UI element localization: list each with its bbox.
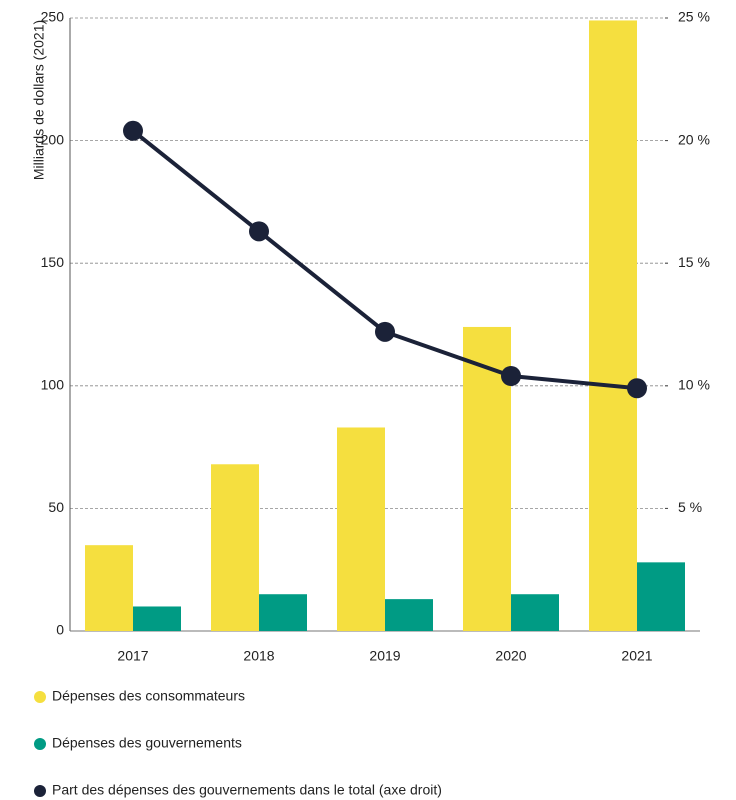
x-tick-label: 2017: [117, 648, 148, 664]
x-tick-label: 2020: [495, 648, 526, 664]
legend-label: Part des dépenses des gouvernements dans…: [52, 782, 442, 798]
bar: [337, 427, 385, 631]
line-point: [123, 120, 143, 141]
line-point: [501, 365, 521, 386]
legend-label: Dépenses des gouvernements: [52, 735, 242, 751]
x-tick-label: 2021: [621, 648, 652, 664]
y-tick-label: 200: [41, 131, 65, 147]
y-tick-label: 250: [41, 9, 65, 25]
legend-swatch: [34, 785, 46, 797]
bar: [211, 464, 259, 631]
line-point: [249, 221, 269, 242]
line-point: [627, 378, 647, 399]
y-tick-label: 100: [41, 377, 65, 393]
y2-tick-label: 10 %: [678, 377, 710, 393]
bar: [133, 606, 181, 631]
bar: [385, 599, 433, 631]
bar: [637, 562, 685, 631]
y2-tick-label: 15 %: [678, 254, 710, 270]
y-tick-label: 0: [56, 622, 64, 638]
line: [131, 129, 638, 391]
bar: [259, 594, 307, 631]
bar: [85, 545, 133, 631]
x-tick-label: 2019: [369, 648, 400, 664]
y2-tick-label: 25 %: [678, 9, 710, 25]
y-axis-label: Milliards de dollars (2021): [31, 20, 47, 180]
y2-tick-label: 20 %: [678, 131, 710, 147]
y-tick-label: 50: [48, 499, 64, 515]
legend-label: Dépenses des consommateurs: [52, 688, 245, 704]
x-tick-label: 2018: [243, 648, 274, 664]
bar: [511, 594, 559, 631]
y2-tick-label: 5 %: [678, 499, 702, 515]
legend-swatch: [34, 738, 46, 750]
bar: [589, 20, 637, 631]
y-tick-label: 150: [41, 254, 65, 270]
legend-swatch: [34, 691, 46, 703]
line-point: [375, 321, 395, 342]
